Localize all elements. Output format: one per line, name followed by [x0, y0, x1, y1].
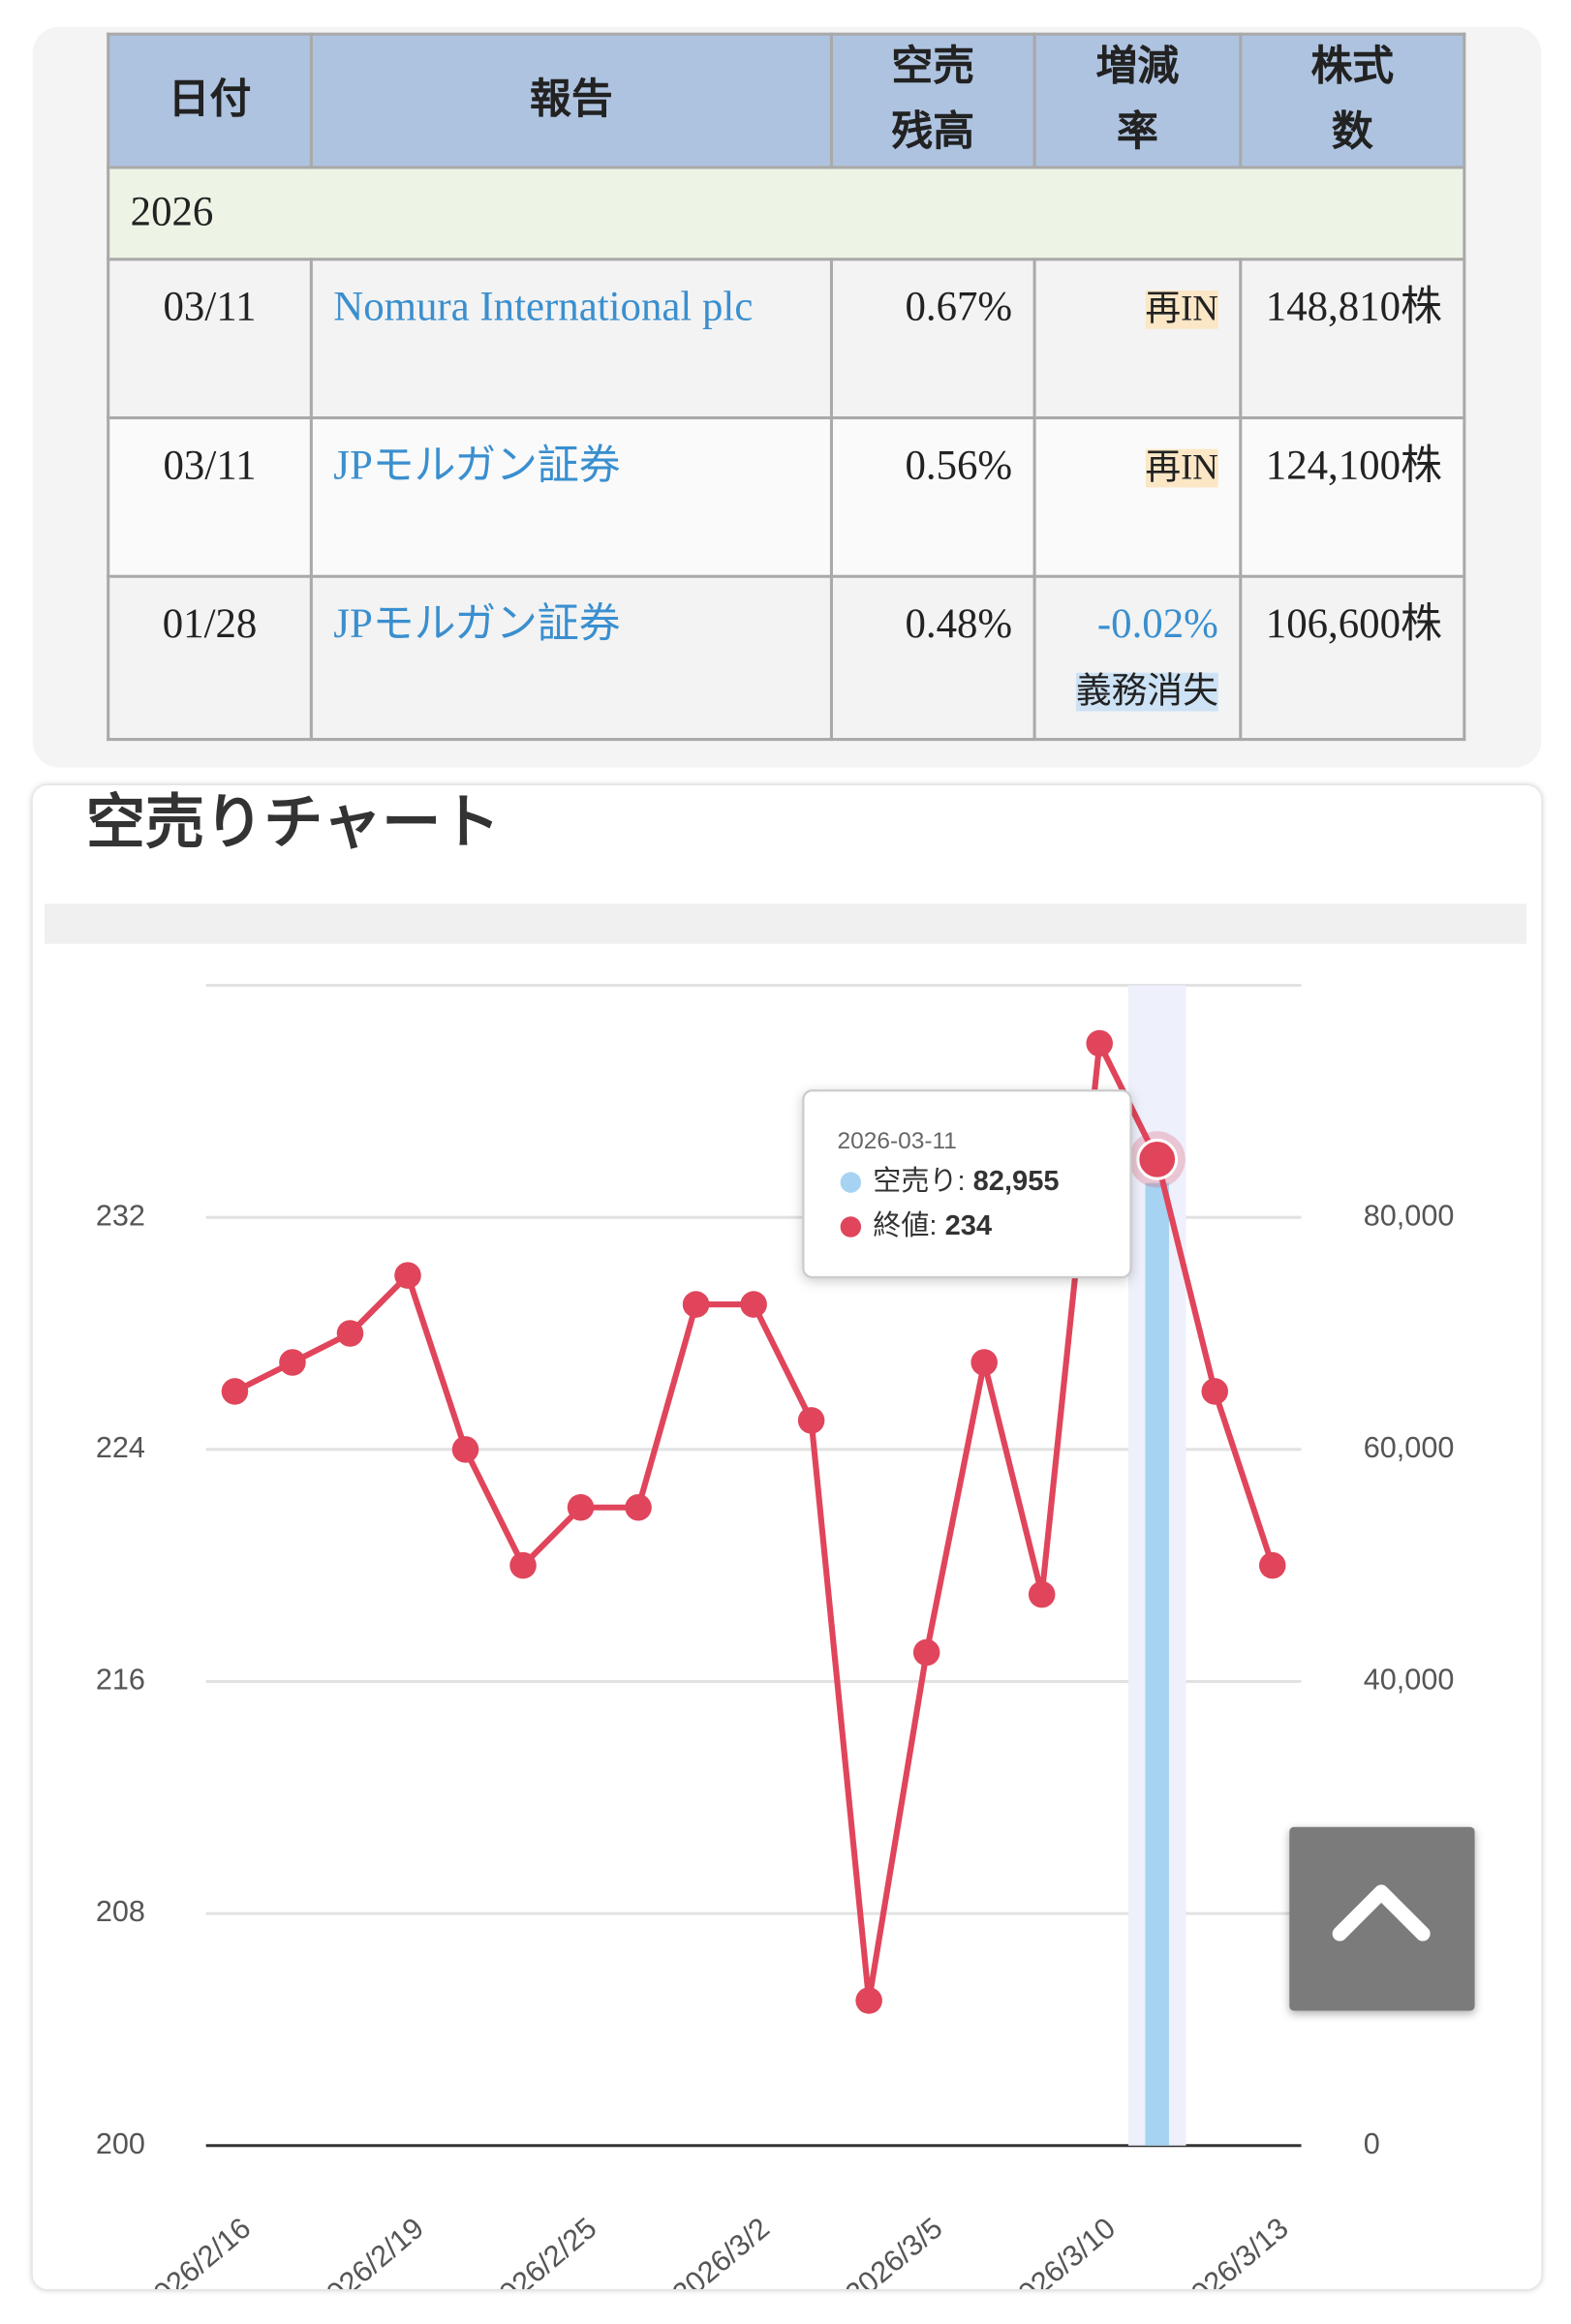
tooltip-title: 2026-03-11: [838, 1128, 957, 1154]
y-tick-label: 232: [96, 1199, 145, 1232]
y2-tick-label: 40,000: [1364, 1664, 1455, 1697]
shares: 148,810株: [1239, 258, 1466, 420]
balance: 0.67%: [829, 258, 1036, 420]
change: 再IN: [1145, 448, 1218, 488]
header: 報告: [309, 32, 833, 169]
shares: 106,600株: [1239, 574, 1466, 742]
change: -0.02%: [1096, 601, 1218, 648]
y-tick-label: 216: [96, 1664, 145, 1697]
tooltip: 2026-03-11 空売り: 82,955 終値: 234: [802, 1089, 1132, 1279]
x-tick-label: 2026/2/25: [480, 2212, 602, 2289]
row: 03/11 JPモルガン証券 0.56% 再IN 124,100株: [107, 415, 1466, 578]
bar: [1145, 1182, 1169, 2146]
tooltip-sep: :: [957, 1166, 972, 1197]
point: [1086, 1029, 1113, 1057]
change-cell: -0.02% 義務消失: [1032, 574, 1243, 742]
tooltip-sep: :: [929, 1210, 944, 1241]
tooltip-swatch: [840, 1216, 862, 1238]
x-tick-label: 2026/3/10: [1000, 2212, 1122, 2289]
short-table: 日付 報告 空売残高 増減率 株式数 2026 03/11 Nomura Int…: [107, 32, 1466, 742]
point: [855, 1987, 882, 2014]
tooltip-row: 空売り: 82,955: [873, 1165, 1059, 1197]
tooltip-series-name: 空売り: [873, 1165, 957, 1197]
point: [336, 1320, 364, 1347]
point: [1028, 1580, 1056, 1608]
x-tick-label: 2026/3/13: [1172, 2212, 1294, 2289]
x-tick-label: 2026/2/16: [135, 2212, 257, 2289]
header: 日付: [107, 32, 313, 169]
header: 増減率: [1032, 32, 1243, 169]
y-tick-label: 208: [96, 1895, 145, 1928]
date: 03/11: [107, 415, 313, 578]
change-cell: 再IN: [1032, 415, 1243, 578]
date: 01/28: [107, 574, 313, 742]
chart-title: 空売りチャート: [86, 789, 501, 855]
header-row: 日付 報告 空売残高 増減率 株式数: [107, 32, 1466, 169]
balance: 0.56%: [829, 415, 1036, 578]
point: [625, 1493, 652, 1521]
chart-card: 空売りチャート 200 208 216 224 232 0 40,000 60,000 80,0…: [32, 785, 1542, 2290]
x-tick-label: 2026/3/5: [839, 2212, 948, 2289]
x-tick-label: 2026/3/2: [666, 2212, 776, 2289]
tooltip-swatch: [840, 1172, 862, 1193]
x-tick-label: 2026/2/19: [308, 2212, 430, 2289]
row: 01/28 JPモルガン証券 0.48% -0.02% 義務消失 106,600株: [107, 574, 1466, 742]
point: [797, 1407, 825, 1434]
point: [567, 1493, 595, 1521]
tooltip-series-name: 終値: [873, 1209, 929, 1241]
y2-tick-label: 0: [1364, 2127, 1380, 2160]
point: [970, 1349, 998, 1376]
point: [1258, 1551, 1286, 1579]
point: [221, 1378, 249, 1405]
tooltip-value: 82,955: [973, 1166, 1060, 1197]
header: 株式数: [1239, 32, 1466, 169]
reporter[interactable]: Nomura International plc: [309, 258, 833, 420]
tooltip-row: 終値: 234: [873, 1209, 992, 1241]
point: [740, 1291, 767, 1318]
header: 空売残高: [829, 32, 1036, 169]
chart: 空売りチャート 200 208 216 224 232 0 40,000 60,000 80,0…: [44, 789, 1527, 2289]
scroll-top-button[interactable]: [1289, 1826, 1475, 2011]
point: [1201, 1378, 1229, 1405]
year-row: 2026: [107, 166, 1466, 261]
reporter[interactable]: JPモルガン証券: [309, 574, 833, 742]
toolbar-band: [44, 903, 1527, 944]
row: 03/11 Nomura International plc 0.67% 再IN…: [107, 258, 1466, 420]
change: 再IN: [1145, 290, 1218, 329]
note: 義務消失: [1075, 672, 1218, 712]
point: [509, 1551, 537, 1579]
hover-point: [1136, 1138, 1179, 1180]
year: 2026: [107, 166, 1466, 261]
y-tick-label: 200: [96, 2127, 145, 2160]
y2-tick-label: 60,000: [1364, 1431, 1455, 1464]
reporter[interactable]: JPモルガン証券: [309, 415, 833, 578]
chevron-icon: [1332, 1884, 1431, 1942]
point: [279, 1349, 306, 1376]
tooltip-box: [802, 1089, 1132, 1279]
point: [451, 1436, 479, 1463]
change-cell: 再IN: [1032, 258, 1243, 420]
point: [682, 1291, 710, 1318]
point: [912, 1638, 940, 1667]
shares: 124,100株: [1239, 415, 1466, 578]
y-tick-label: 224: [96, 1431, 145, 1464]
balance: 0.48%: [829, 574, 1036, 742]
point: [394, 1262, 421, 1289]
tooltip-value: 234: [945, 1210, 993, 1241]
date: 03/11: [107, 258, 313, 420]
y2-tick-label: 80,000: [1364, 1199, 1455, 1232]
table-card: 日付 報告 空売残高 増減率 株式数 2026 03/11 Nomura Int…: [32, 26, 1542, 768]
